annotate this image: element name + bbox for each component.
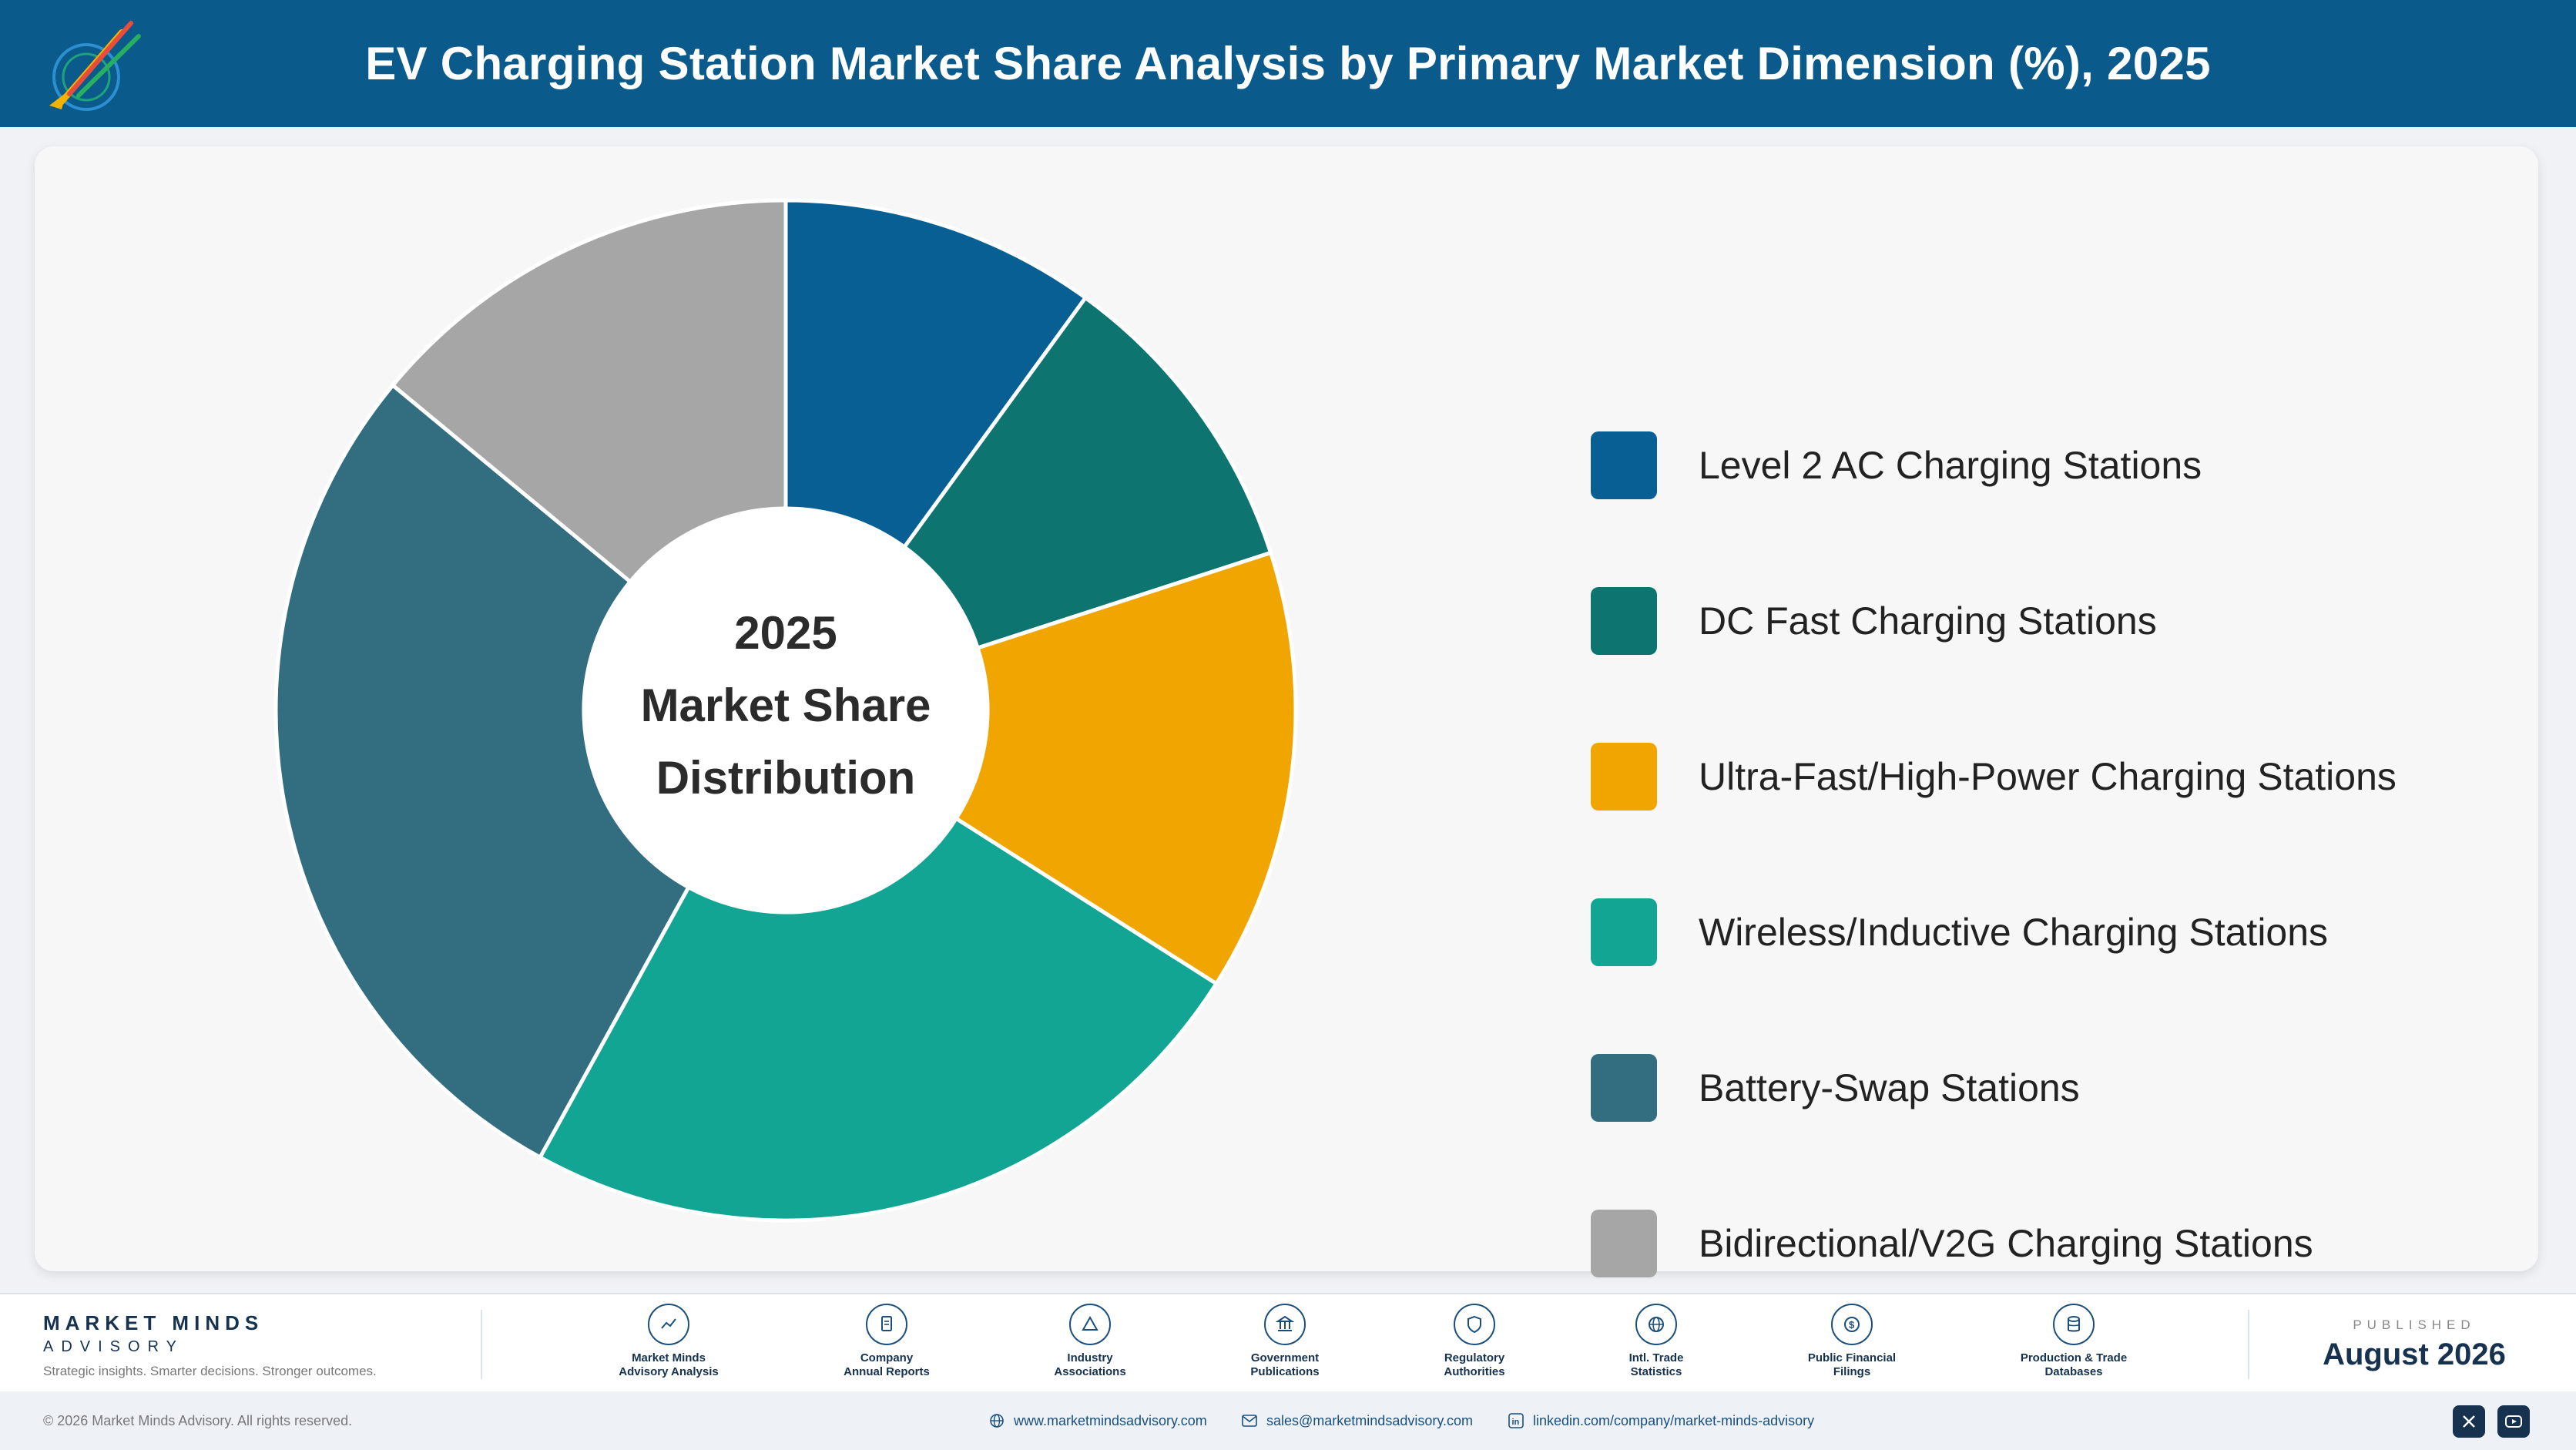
page-title: EV Charging Station Market Share Analysi… bbox=[365, 38, 2211, 89]
globe-icon bbox=[1635, 1304, 1677, 1345]
legend-item: DC Fast Charging Stations bbox=[1591, 587, 2157, 655]
linkedin-text: linkedin.com/company/market-minds-adviso… bbox=[1533, 1413, 1815, 1428]
source-label: Market Minds Advisory Analysis bbox=[619, 1351, 719, 1378]
company-logo bbox=[49, 21, 141, 111]
footer: MARKET MINDS ADVISORY Strategic insights… bbox=[0, 1293, 2576, 1393]
published-date: August 2026 bbox=[2323, 1338, 2506, 1371]
pie-chart: 2025 Market Share Distribution bbox=[273, 198, 1298, 1223]
youtube-icon bbox=[2505, 1415, 2522, 1428]
linkedin-link[interactable]: in linkedin.com/company/market-minds-adv… bbox=[1508, 1391, 1814, 1450]
legend-item: Bidirectional/V2G Charging Stations bbox=[1591, 1210, 2313, 1277]
email-text: sales@marketmindsadvisory.com bbox=[1266, 1413, 1474, 1428]
legend-label: Level 2 AC Charging Stations bbox=[1699, 444, 2202, 487]
source-item: Regulatory Authorities bbox=[1390, 1304, 1559, 1379]
government-icon bbox=[1264, 1304, 1306, 1345]
source-label: Government Publications bbox=[1250, 1351, 1320, 1378]
mail-icon bbox=[1242, 1415, 1257, 1427]
legend-label: Wireless/Inductive Charging Stations bbox=[1699, 911, 2329, 954]
legend-swatch bbox=[1591, 1210, 1657, 1277]
legend-label: Ultra-Fast/High-Power Charging Stations bbox=[1699, 755, 2397, 798]
x-social-button[interactable] bbox=[2453, 1405, 2485, 1438]
source-label: Company Annual Reports bbox=[844, 1351, 930, 1378]
source-item: Government Publications bbox=[1200, 1304, 1370, 1379]
source-item: Production & Trade Databases bbox=[1989, 1304, 2158, 1379]
legend-item: Ultra-Fast/High-Power Charging Stations bbox=[1591, 743, 2397, 811]
header-bar: EV Charging Station Market Share Analysi… bbox=[0, 0, 2576, 127]
network-icon bbox=[1069, 1304, 1111, 1345]
email-link[interactable]: sales@marketmindsadvisory.com bbox=[1242, 1391, 1473, 1450]
source-label: Production & Trade Databases bbox=[2020, 1351, 2128, 1378]
source-label: Regulatory Authorities bbox=[1444, 1351, 1505, 1378]
brand-name: MARKET MINDS bbox=[43, 1311, 264, 1334]
footer-divider bbox=[481, 1310, 482, 1379]
bottom-bar: © 2026 Market Minds Advisory. All rights… bbox=[0, 1391, 2576, 1450]
chart-card: 2025 Market Share Distribution Level 2 AC … bbox=[35, 146, 2538, 1277]
legend-swatch bbox=[1591, 743, 1657, 811]
legend-label: Bidirectional/V2G Charging Stations bbox=[1699, 1222, 2313, 1265]
source-label: Public Financial Filings bbox=[1807, 1351, 1897, 1378]
document-icon bbox=[866, 1304, 907, 1345]
legend-label: Battery-Swap Stations bbox=[1699, 1066, 2080, 1109]
website-text: www.marketmindsadvisory.com bbox=[1014, 1413, 1207, 1428]
legend-swatch bbox=[1591, 431, 1657, 499]
legend-label: DC Fast Charging Stations bbox=[1699, 599, 2157, 643]
source-label: Industry Associations bbox=[1054, 1351, 1126, 1378]
youtube-social-button[interactable] bbox=[2497, 1405, 2530, 1438]
linkedin-icon: in bbox=[1508, 1413, 1524, 1428]
brand-tagline: Strategic insights. Smarter decisions. S… bbox=[43, 1364, 377, 1378]
svg-text:$: $ bbox=[1849, 1319, 1855, 1331]
source-item: $ Public Financial Filings bbox=[1767, 1304, 1937, 1379]
copyright-text: © 2026 Market Minds Advisory. All rights… bbox=[43, 1413, 353, 1428]
published-block: PUBLISHED August 2026 bbox=[2299, 1317, 2530, 1372]
center-label-line: Distribution bbox=[656, 752, 916, 804]
footer-divider bbox=[2248, 1310, 2249, 1379]
brand-subtitle: ADVISORY bbox=[43, 1338, 184, 1355]
chart-line-icon bbox=[648, 1304, 689, 1345]
donut-hole bbox=[584, 509, 988, 912]
center-label-line: Market Share bbox=[641, 680, 931, 731]
source-item: Industry Associations bbox=[1005, 1304, 1175, 1379]
source-item: Market Minds Advisory Analysis bbox=[584, 1304, 753, 1379]
legend-item: Wireless/Inductive Charging Stations bbox=[1591, 898, 2328, 966]
legend-swatch bbox=[1591, 1054, 1657, 1122]
shield-icon bbox=[1454, 1304, 1495, 1345]
dollar-icon: $ bbox=[1831, 1304, 1873, 1345]
legend-item: Battery-Swap Stations bbox=[1591, 1054, 2080, 1122]
svg-text:in: in bbox=[1512, 1418, 1520, 1427]
database-icon bbox=[2053, 1304, 2095, 1345]
footer-brand: MARKET MINDS ADVISORY Strategic insights… bbox=[43, 1311, 377, 1379]
source-item: Intl. Trade Statistics bbox=[1571, 1304, 1741, 1379]
globe-icon bbox=[990, 1414, 1004, 1428]
source-label: Intl. Trade Statistics bbox=[1628, 1351, 1684, 1378]
legend-swatch bbox=[1591, 898, 1657, 966]
legend-item: Level 2 AC Charging Stations bbox=[1591, 431, 2202, 499]
x-icon bbox=[2463, 1415, 2475, 1428]
legend-swatch bbox=[1591, 587, 1657, 655]
published-label: PUBLISHED bbox=[2353, 1317, 2476, 1332]
center-label-line: 2025 bbox=[734, 607, 837, 659]
website-link[interactable]: www.marketmindsadvisory.com bbox=[989, 1391, 1207, 1450]
source-item: Company Annual Reports bbox=[802, 1304, 971, 1379]
